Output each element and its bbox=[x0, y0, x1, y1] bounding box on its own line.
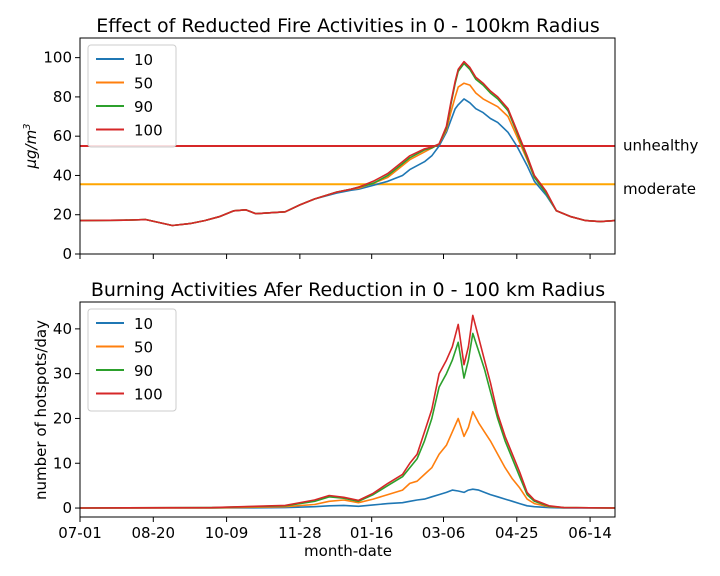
y-tick-label: 40 bbox=[53, 166, 72, 184]
series-line-90 bbox=[79, 332, 616, 509]
bottom-chart-legend: 10 50 90 100 bbox=[87, 308, 177, 412]
y-tick-label: 80 bbox=[53, 88, 72, 106]
x-tick-label: 06-14 bbox=[568, 524, 612, 542]
bottom-chart-plot-frame bbox=[79, 301, 616, 518]
y-tick-label: 60 bbox=[53, 127, 72, 145]
y-tick-label: 0 bbox=[62, 499, 72, 517]
y-tick-label: 40 bbox=[53, 320, 72, 338]
x-tick-label: 07-01 bbox=[58, 524, 102, 542]
legend-label-90: 90 bbox=[134, 98, 153, 116]
bottom-chart-title: Burning Activities Afer Reduction in 0 -… bbox=[91, 279, 605, 301]
series-line-10 bbox=[80, 488, 615, 509]
top-chart-title: Effect of Reducted Fire Activities in 0 … bbox=[96, 15, 599, 37]
top-chart: Effect of Reducted Fire Activities in 0 … bbox=[22, 15, 698, 263]
legend-label-50: 50 bbox=[134, 339, 153, 357]
series-line-50 bbox=[80, 410, 616, 509]
legend-label-100: 100 bbox=[134, 122, 163, 140]
legend-box bbox=[87, 308, 177, 412]
bottom-chart-axes-ticks: 0 10 20 30 40 07-01 08-20 10-09 11-28 01-16 03-06 0… bbox=[53, 320, 612, 542]
x-tick-label: 01-16 bbox=[350, 524, 394, 542]
y-tick-label: 20 bbox=[53, 409, 72, 427]
bottom-chart-xlabel: month-date bbox=[304, 542, 392, 560]
top-chart-ylabel: μg/m3 bbox=[22, 123, 40, 169]
x-tick-label: 10-09 bbox=[205, 524, 249, 542]
threshold-label-moderate: moderate bbox=[623, 180, 696, 198]
y-tick-label: 20 bbox=[53, 206, 72, 224]
legend-box bbox=[87, 44, 177, 148]
top-chart-axes-ticks: 0 20 40 60 80 100 bbox=[43, 49, 591, 263]
top-chart-plot-frame bbox=[79, 37, 616, 255]
y-tick-label: 0 bbox=[62, 245, 72, 263]
y-tick-label: 30 bbox=[53, 365, 72, 383]
bottom-chart-ylabel: number of hotspots/day bbox=[32, 320, 50, 500]
y-tick-label: 100 bbox=[43, 49, 72, 67]
legend-label-100: 100 bbox=[134, 386, 163, 404]
x-tick-label: 04-25 bbox=[495, 524, 539, 542]
series-line-100 bbox=[79, 60, 616, 227]
top-chart-legend: 10 50 90 100 bbox=[87, 44, 177, 148]
bottom-chart-series bbox=[79, 314, 616, 509]
legend-label-90: 90 bbox=[134, 362, 153, 380]
legend-label-10: 10 bbox=[134, 51, 153, 69]
legend-label-10: 10 bbox=[134, 315, 153, 333]
x-tick-label: 03-06 bbox=[422, 524, 466, 542]
top-chart-series bbox=[79, 60, 616, 227]
series-line-100 bbox=[79, 314, 616, 509]
top-chart-ylabel-superscript: 3 bbox=[22, 123, 33, 129]
x-tick-label: 08-20 bbox=[131, 524, 175, 542]
legend-label-50: 50 bbox=[134, 75, 153, 93]
x-tick-label: 11-28 bbox=[278, 524, 322, 542]
bottom-chart: Burning Activities Afer Reduction in 0 -… bbox=[32, 279, 616, 560]
threshold-label-unhealthy: unhealthy bbox=[623, 137, 698, 155]
y-tick-label: 10 bbox=[53, 454, 72, 472]
